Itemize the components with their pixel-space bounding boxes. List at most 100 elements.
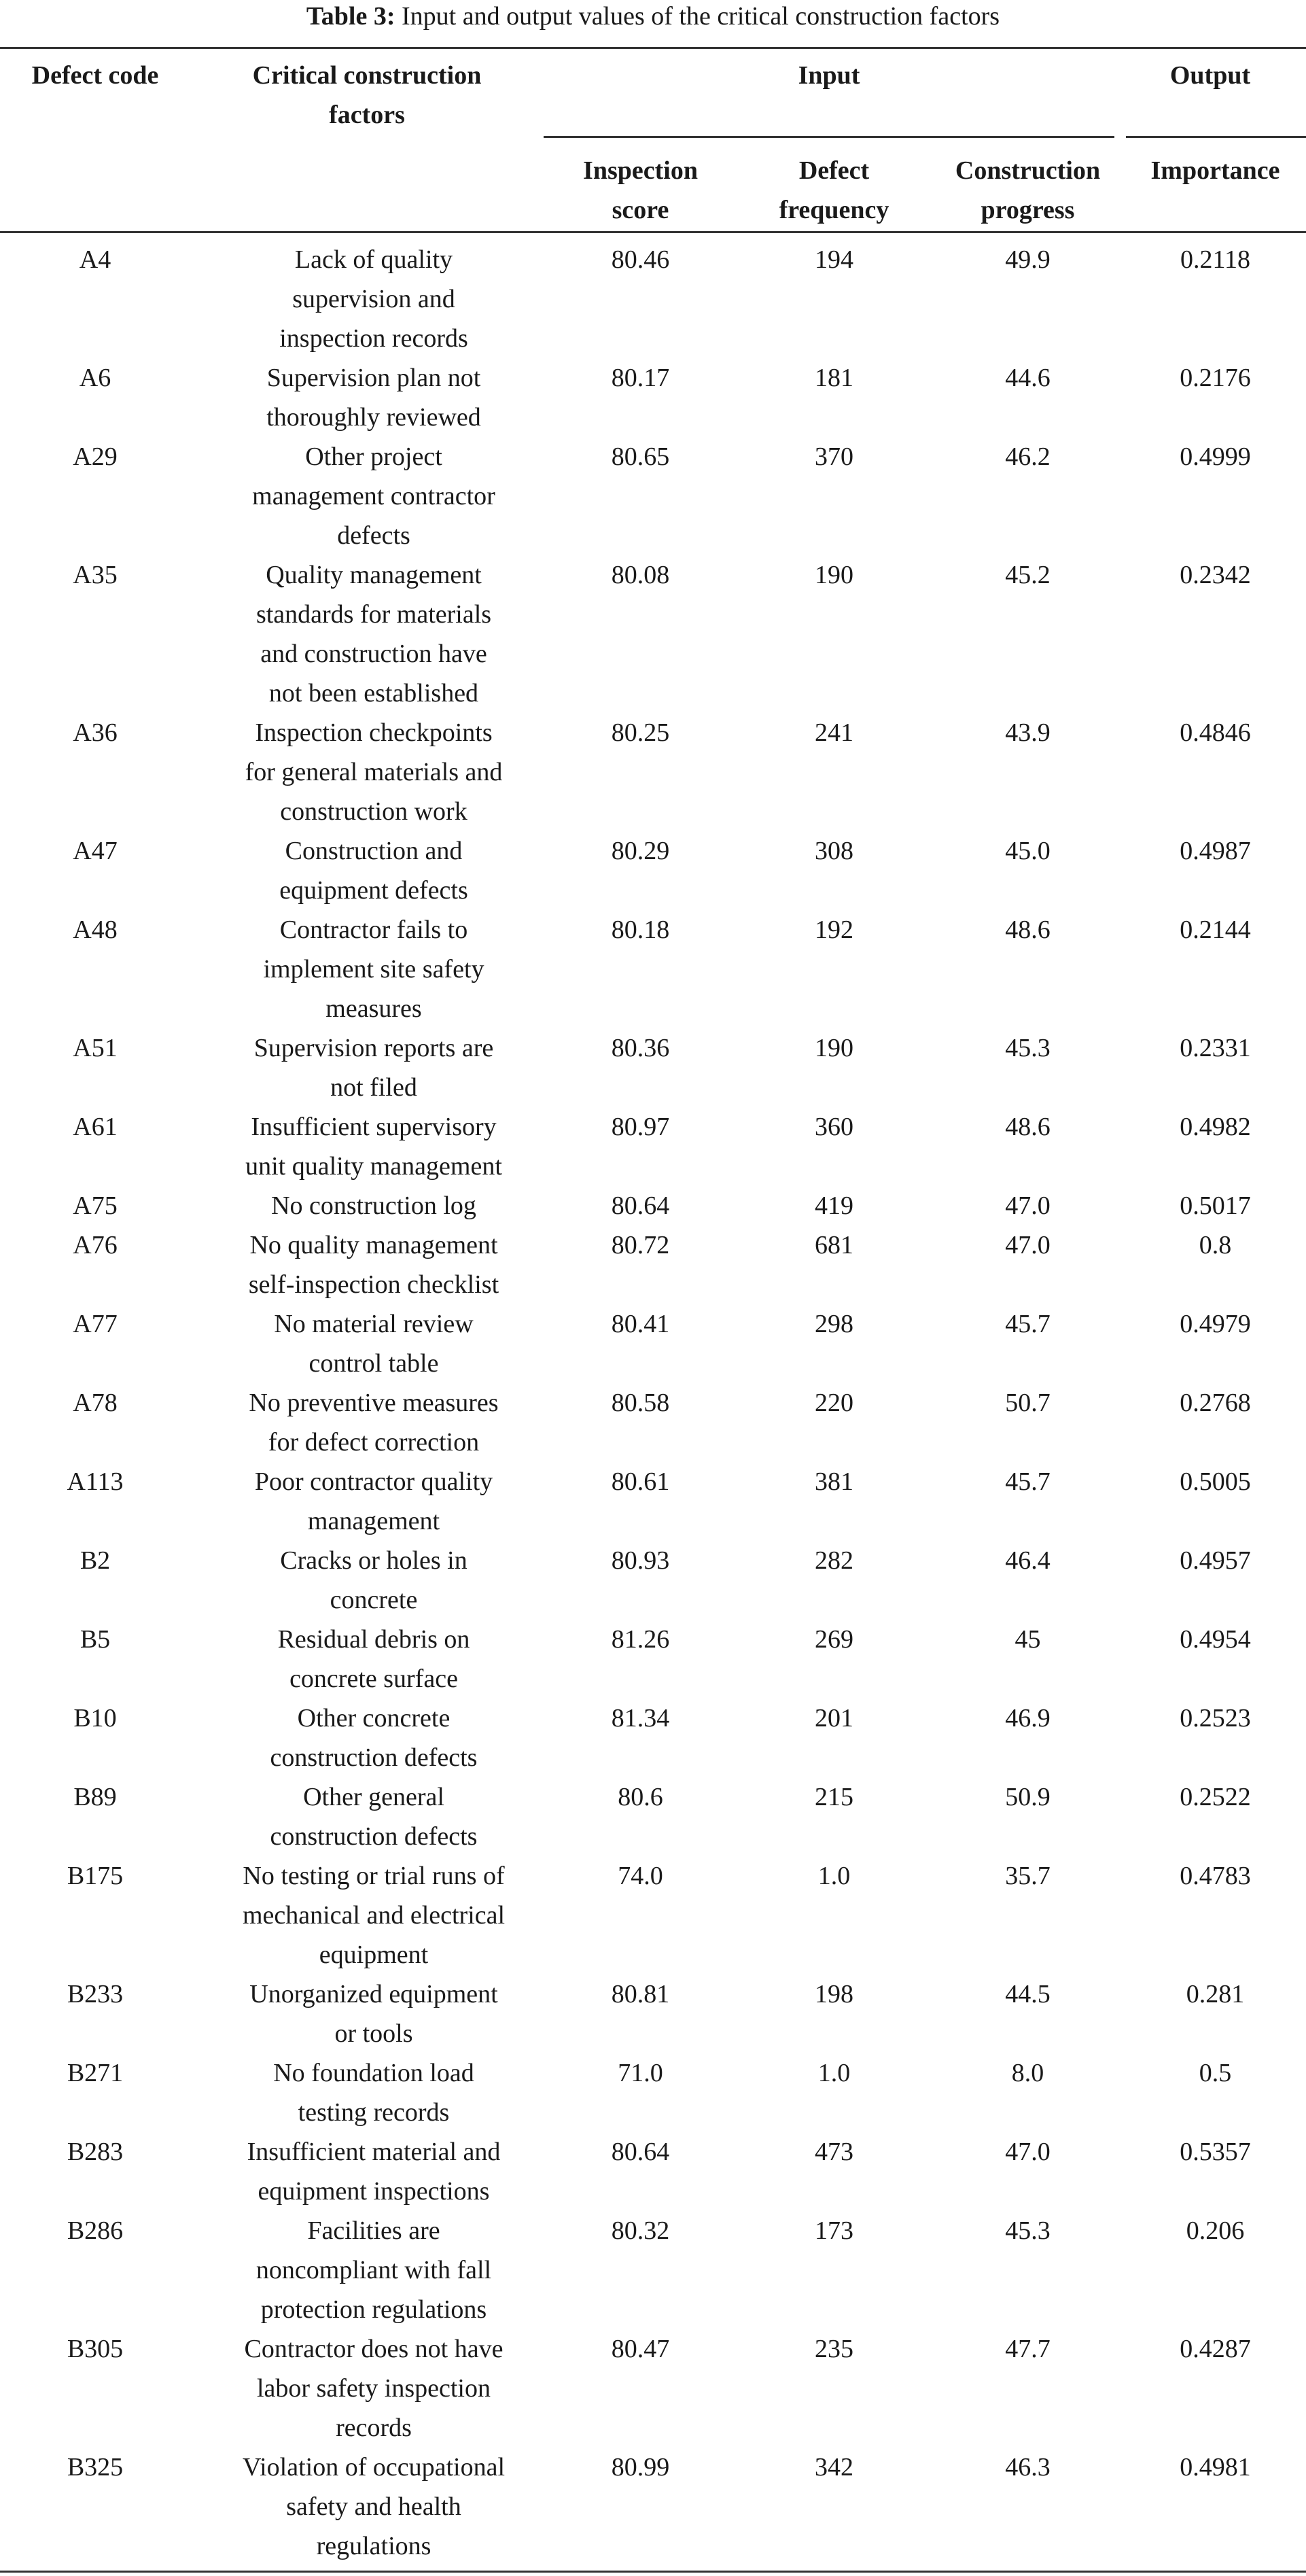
factor-cell: Other concrete construction defects	[224, 1699, 523, 1777]
inspection-score-cell: 80.46	[611, 245, 670, 274]
importance-cell: 0.2522	[1180, 1783, 1251, 1811]
defect-frequency-cell: 215	[815, 1783, 853, 1811]
factor-cell: No testing or trial runs of mechanical an…	[224, 1856, 523, 1974]
factor-line: noncompliant with fall	[255, 2256, 492, 2284]
top-rule	[0, 47, 1306, 49]
factor-cell: Unorganized equipment or tools	[224, 1974, 523, 2053]
factor-line: Poor contractor quality	[254, 1467, 493, 1496]
factor-cell: Cracks or holes in concrete	[224, 1541, 523, 1620]
factor-line: self-inspection checklist	[248, 1270, 499, 1299]
table-row: A77 No material review control table 80.41 2…	[0, 1304, 1306, 1383]
importance-cell: 0.2523	[1180, 1704, 1251, 1733]
table-row: B89 Other general construction defects 80.6…	[0, 1777, 1306, 1856]
inspection-score-cell: 80.64	[611, 1191, 670, 1220]
importance-cell: 0.5017	[1180, 1191, 1251, 1220]
factor-line: Supervision reports are	[253, 1034, 494, 1062]
factor-cell: Quality management standards for material…	[224, 555, 523, 713]
factor-line: Other concrete	[297, 1704, 451, 1733]
defect-code-cell: A77	[73, 1310, 118, 1338]
importance-cell: 0.206	[1186, 2216, 1245, 2245]
table-row: A75 No construction log 80.64 419 47.0 0.5017	[0, 1186, 1306, 1225]
defect-frequency-cell: 194	[815, 245, 853, 274]
importance-cell: 0.4982	[1180, 1113, 1251, 1141]
factor-line: No material review	[274, 1310, 474, 1338]
inspection-score-cell: 80.58	[611, 1389, 670, 1417]
factor-cell: No construction log	[224, 1186, 523, 1225]
factor-line: protection regulations	[260, 2295, 487, 2324]
defect-frequency-cell: 181	[815, 364, 853, 392]
inspection-score-cell: 80.61	[611, 1467, 670, 1496]
defect-frequency-cell: 1.0	[817, 2059, 851, 2087]
importance-cell: 0.4846	[1180, 718, 1251, 747]
factor-line: construction defects	[270, 1743, 478, 1772]
factor-line: construction defects	[270, 1822, 478, 1851]
header-importance: Importance	[1150, 156, 1280, 185]
importance-cell: 0.4981	[1180, 2453, 1251, 2482]
factor-line: Facilities are	[307, 2216, 440, 2245]
construction-progress-cell: 35.7	[1005, 1862, 1051, 1890]
defect-frequency-cell: 1.0	[817, 1862, 851, 1890]
defect-frequency-cell: 220	[815, 1389, 853, 1417]
construction-progress-cell: 46.9	[1005, 1704, 1051, 1733]
defect-frequency-cell: 681	[815, 1231, 853, 1259]
table-body: A4 Lack of quality supervision and inspecti…	[0, 240, 1306, 2566]
construction-progress-cell: 47.0	[1005, 2138, 1051, 2166]
construction-progress-cell: 46.3	[1005, 2453, 1051, 2482]
factor-cell: Supervision plan not thoroughly reviewed	[224, 358, 523, 437]
defect-code-cell: B283	[67, 2138, 124, 2166]
defect-code-cell: B10	[73, 1704, 117, 1733]
factor-cell: Contractor fails to implement site safety…	[224, 910, 523, 1028]
header-critical-factors: Critical construction factors	[190, 56, 544, 135]
factor-line: inspection records	[279, 324, 468, 353]
defect-code-cell: A4	[79, 245, 111, 274]
factor-line: concrete	[330, 1586, 418, 1614]
importance-cell: 0.4999	[1180, 442, 1251, 471]
table-row: B286 Facilities are noncompliant with fall…	[0, 2211, 1306, 2329]
factor-line: records	[336, 2414, 412, 2442]
construction-progress-cell: 50.7	[1005, 1389, 1051, 1417]
defect-code-cell: A29	[73, 442, 118, 471]
defect-code-cell: B89	[73, 1783, 117, 1811]
importance-cell: 0.5005	[1180, 1467, 1251, 1496]
factor-cell: Contractor does not have labor safety ins…	[224, 2329, 523, 2448]
inspection-score-cell: 80.32	[611, 2216, 670, 2245]
header-prog-line-1: Construction	[955, 156, 1101, 185]
caption-label: Table 3:	[306, 2, 395, 31]
importance-cell: 0.4957	[1180, 1546, 1251, 1575]
inspection-score-cell: 81.26	[611, 1625, 670, 1654]
inspection-score-cell: 80.41	[611, 1310, 670, 1338]
inspection-score-cell: 80.72	[611, 1231, 670, 1259]
factor-line: regulations	[316, 2532, 431, 2560]
factor-line: Insufficient material and	[247, 2138, 501, 2166]
factor-cell: Residual debris on concrete surface	[224, 1620, 523, 1699]
importance-cell: 0.4287	[1180, 2335, 1251, 2363]
header-factors-line-1: Critical construction	[252, 61, 482, 90]
inspection-score-cell: 80.29	[611, 837, 670, 865]
factor-cell: Construction and equipment defects	[224, 831, 523, 910]
factor-line: Other general	[303, 1783, 444, 1811]
defect-code-cell: A61	[73, 1113, 118, 1141]
factor-cell: No preventive measures for defect correct…	[224, 1383, 523, 1462]
factor-line: Residual debris on	[277, 1625, 470, 1654]
defect-frequency-cell: 235	[815, 2335, 853, 2363]
importance-cell: 0.5	[1199, 2059, 1232, 2087]
construction-progress-cell: 46.2	[1005, 442, 1051, 471]
factor-line: Supervision plan not	[266, 364, 481, 392]
header-freq-line-2: frequency	[779, 196, 889, 224]
factor-line: for general materials and	[245, 758, 503, 786]
factor-line: Violation of occupational	[242, 2453, 506, 2482]
importance-cell: 0.2342	[1180, 561, 1251, 589]
factor-line: Inspection checkpoints	[255, 718, 493, 747]
defect-frequency-cell: 342	[815, 2453, 853, 2482]
construction-progress-cell: 49.9	[1005, 245, 1051, 274]
defect-code-cell: A36	[73, 718, 118, 747]
factor-line: management	[307, 1507, 440, 1535]
defect-frequency-cell: 381	[815, 1467, 853, 1496]
header-input-group: Input	[798, 61, 860, 90]
construction-progress-cell: 47.0	[1005, 1191, 1051, 1220]
inspection-score-cell: 80.08	[611, 561, 670, 589]
factor-line: measures	[325, 994, 422, 1023]
factor-line: Contractor fails to	[279, 916, 468, 944]
table-row: B10 Other concrete construction defects 81.…	[0, 1699, 1306, 1777]
factor-line: testing records	[298, 2098, 450, 2127]
